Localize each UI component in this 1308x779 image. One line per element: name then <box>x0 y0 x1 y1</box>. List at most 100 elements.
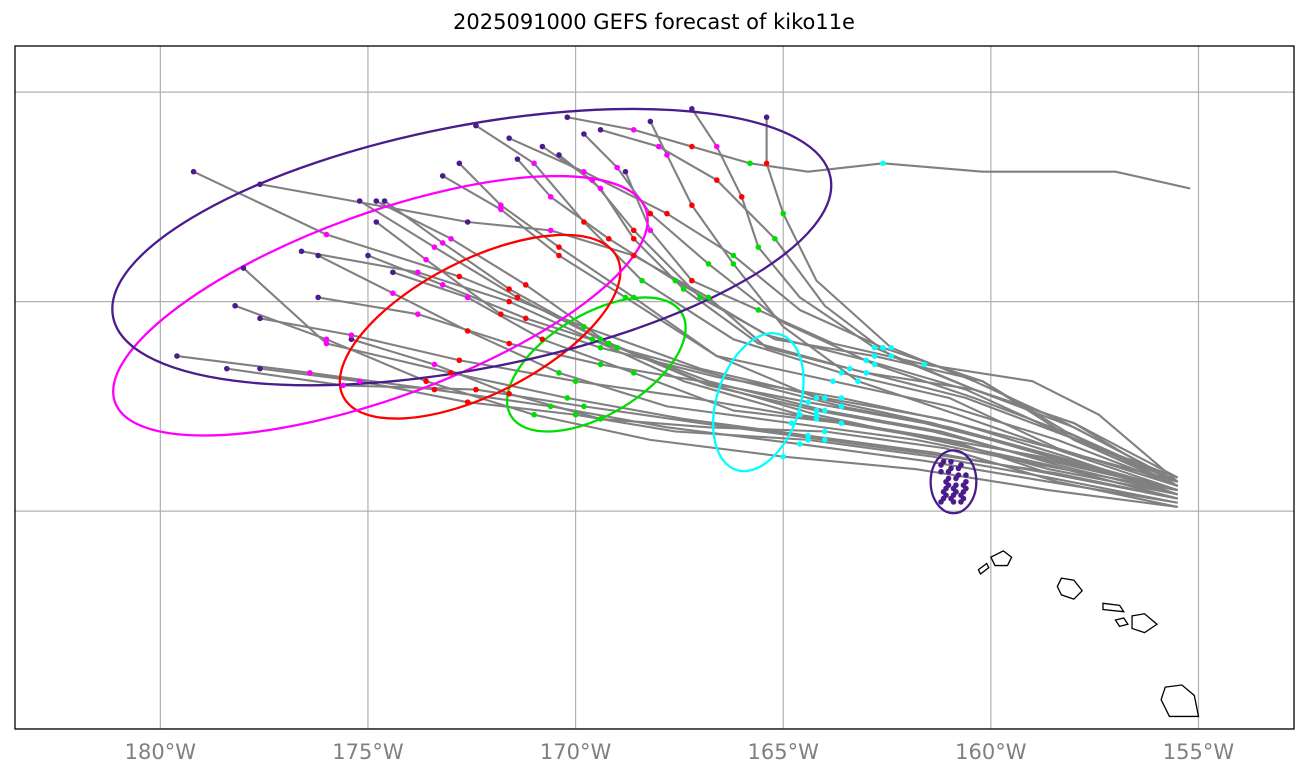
track-point <box>871 344 878 351</box>
track-point <box>838 420 845 426</box>
track-point <box>630 127 637 133</box>
track-point <box>506 390 512 397</box>
track-point <box>689 202 695 209</box>
island-outline-0 <box>977 562 990 575</box>
track-point <box>547 194 554 200</box>
ensemble-track-17 <box>259 317 1178 496</box>
track-point <box>439 173 446 179</box>
track-point <box>963 472 969 478</box>
island-outline-4 <box>1114 617 1129 628</box>
track-point <box>448 235 454 242</box>
lon-tick-labels: 180°W 175°W 170°W 165°W 160°W 155°W <box>125 740 1235 764</box>
track-point <box>938 468 944 475</box>
track-point <box>597 185 604 192</box>
track-point <box>348 332 355 338</box>
ensemble-track-15 <box>234 304 1178 508</box>
track-point <box>456 160 463 167</box>
track-point <box>871 353 878 359</box>
track-point <box>763 160 770 167</box>
track-point <box>813 411 820 418</box>
track-point <box>514 156 521 162</box>
track-point <box>614 164 620 171</box>
lon-tick-label-0: 180°W <box>125 740 197 764</box>
track-point <box>506 135 512 141</box>
track-point <box>539 143 546 150</box>
ensemble-track-7 <box>259 367 1178 504</box>
track-point <box>630 252 637 259</box>
track-point <box>647 210 654 217</box>
track-point <box>921 361 928 368</box>
track-point <box>589 177 596 183</box>
track-point <box>871 361 878 368</box>
track-point <box>473 122 479 129</box>
track-point <box>664 152 670 158</box>
ensemble-track-31 <box>567 116 1191 190</box>
track-point <box>323 336 330 343</box>
track-point <box>705 294 712 301</box>
track-point <box>531 411 537 418</box>
track-point <box>780 210 787 217</box>
ensemble-track-23 <box>367 254 1179 492</box>
track-points <box>174 106 969 505</box>
track-point <box>572 411 579 418</box>
track-point <box>945 482 952 488</box>
track-point <box>340 382 346 389</box>
track-point <box>307 370 313 376</box>
track-point <box>953 482 959 488</box>
track-point <box>232 302 238 309</box>
track-point <box>581 131 587 137</box>
gridlines <box>15 46 1294 729</box>
track-point <box>813 416 820 422</box>
track-point <box>888 344 894 351</box>
track-point <box>464 219 471 225</box>
track-point <box>672 277 679 284</box>
track-point <box>846 365 853 372</box>
ensemble-track-24 <box>359 200 1178 496</box>
track-point <box>581 323 587 330</box>
track-point <box>730 261 737 267</box>
track-point <box>950 499 957 505</box>
track-point <box>960 495 967 502</box>
ensemble-track-25 <box>690 108 1179 483</box>
track-point <box>797 411 803 418</box>
track-point <box>838 370 845 376</box>
track-point <box>655 143 662 150</box>
ensemble-track-2 <box>392 271 1178 500</box>
track-point <box>323 340 330 347</box>
track-point <box>240 265 247 271</box>
track-point <box>880 160 886 167</box>
ensemble-track-10 <box>375 221 1179 496</box>
track-point <box>888 353 894 359</box>
track-point <box>963 478 969 485</box>
track-point <box>556 370 562 376</box>
island-outline-6 <box>1160 684 1200 718</box>
track-point <box>581 219 587 225</box>
track-point <box>373 219 380 225</box>
track-point <box>439 282 446 288</box>
track-point <box>464 294 471 301</box>
track-point <box>547 403 554 410</box>
plot-area <box>15 46 1294 729</box>
lon-tick-label-5: 155°W <box>1163 740 1235 764</box>
track-point <box>464 399 471 405</box>
track-point <box>958 462 964 468</box>
track-point <box>813 407 820 414</box>
track-point <box>464 328 471 334</box>
track-point <box>805 399 811 405</box>
ensemble-track-22 <box>176 355 1178 504</box>
track-point <box>755 307 762 313</box>
ensemble-track-27 <box>242 267 1178 500</box>
uncertainty-ellipses <box>111 107 978 515</box>
track-point <box>390 290 396 297</box>
track-point <box>531 160 537 167</box>
track-point <box>639 277 645 284</box>
track-point <box>581 168 587 175</box>
track-point <box>713 143 720 150</box>
track-point <box>431 361 438 368</box>
track-point <box>863 370 870 376</box>
track-point <box>439 240 446 246</box>
track-point <box>572 378 579 385</box>
ensemble-track-19 <box>475 124 1179 487</box>
track-point <box>630 235 637 242</box>
